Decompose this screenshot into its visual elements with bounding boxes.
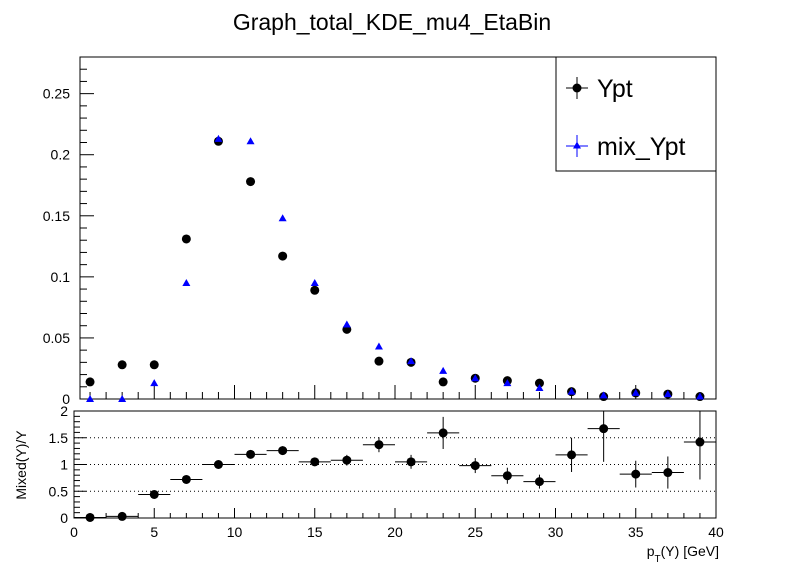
top-y-axis: 0 0.05 0.1 0.15 0.2 0.25 [43, 56, 94, 407]
ratio-point [663, 468, 673, 478]
ratio-point [278, 446, 288, 456]
ypt-point [181, 234, 191, 244]
mix-ypt-point [118, 395, 127, 402]
top-x-ticks [89, 385, 701, 399]
ratio-point [502, 471, 512, 481]
ypt-point [246, 177, 256, 187]
legend-mix-marker [573, 141, 581, 149]
mix-ypt-point [695, 392, 704, 400]
mix-ypt-point [310, 278, 319, 286]
bottom-y-tick-label: 0.5 [49, 483, 69, 499]
mix-ypt-point [182, 278, 191, 286]
bottom-x-tick-label: 35 [628, 524, 644, 540]
ratio-point [85, 512, 95, 522]
bottom-y-tick-label: 1 [60, 457, 68, 473]
bottom-x-tick-label: 15 [307, 524, 323, 540]
ypt-point [149, 360, 159, 370]
ypt-point [85, 377, 95, 387]
ratio-gridlines [74, 437, 716, 492]
ratio-point [342, 455, 352, 465]
ratio-point [149, 489, 159, 499]
ratio-data-points [74, 411, 716, 522]
bottom-y-axis: 0 0.5 1 1.5 2 [49, 403, 86, 526]
mix-ypt-point [214, 134, 223, 142]
ypt-point [278, 251, 288, 261]
ratio-point [567, 450, 577, 460]
ratio-point [438, 428, 448, 438]
bottom-x-tick-label: 10 [227, 524, 243, 540]
y-axis-label: Mixed(Υ)/Υ [13, 430, 29, 500]
bottom-x-tick-label: 5 [150, 524, 158, 540]
bottom-x-axis: 0 5 10 15 20 25 30 35 40 [70, 508, 724, 540]
mix-ypt-point [631, 388, 640, 396]
mix-ypt-point [535, 384, 544, 392]
ratio-point [406, 457, 416, 467]
ratio-point [534, 477, 544, 487]
bottom-x-tick-label: 20 [387, 524, 403, 540]
mix-ypt-point [86, 395, 95, 402]
bottom-x-tick-label: 0 [70, 524, 78, 540]
mix-ypt-point [246, 137, 255, 145]
mix-ypt-point [599, 391, 608, 399]
mix-ypt-point [439, 366, 448, 374]
ypt-point [374, 356, 384, 366]
ratio-point [310, 457, 320, 467]
top-panel: 0 0.05 0.1 0.15 0.2 0.25 [43, 56, 717, 407]
legend-ypt-marker [572, 83, 582, 93]
top-y-tick-label: 0.05 [43, 330, 70, 346]
ypt-point [117, 360, 127, 370]
ratio-point [470, 461, 480, 471]
chart-title: Graph_total_KDE_mu4_EtaBin [233, 9, 551, 35]
ratio-point [631, 469, 641, 479]
top-y-tick-label: 0.15 [43, 208, 70, 224]
mix-ypt-point [503, 379, 512, 387]
top-y-tick-label: 0.1 [51, 269, 71, 285]
top-y-tick-label: 0.25 [43, 86, 70, 102]
ypt-point [438, 377, 448, 387]
ratio-point [117, 511, 127, 521]
mix-ypt-point [342, 320, 351, 328]
ratio-point [213, 460, 223, 469]
ratio-point [181, 474, 191, 484]
ypt-point [310, 285, 320, 295]
ratio-point [695, 437, 705, 447]
mix-ypt-point [567, 387, 576, 395]
bottom-x-tick-label: 25 [467, 524, 483, 540]
legend: Ypt mix_Ypt [555, 56, 717, 172]
x-axis-label: pT(Υ) [GeV] [647, 543, 719, 565]
ratio-point [599, 424, 609, 434]
mix-ypt-point [407, 357, 416, 365]
top-y-tick-label: 0 [62, 391, 70, 407]
legend-ypt-label: Ypt [597, 75, 633, 103]
legend-mix-label: mix_Ypt [597, 133, 686, 161]
mix-ypt-point [663, 390, 672, 398]
ypt-point [534, 378, 544, 388]
bottom-panel: 0 0.5 1 1.5 2 0 5 10 15 20 25 30 35 40 [49, 403, 724, 540]
bottom-y-tick-label: 1.5 [49, 430, 69, 446]
mix-ypt-point [150, 379, 159, 387]
ratio-point [374, 440, 384, 450]
legend-box [555, 56, 717, 172]
mix-ypt-point [471, 374, 480, 382]
top-y-tick-label: 0.2 [51, 147, 71, 163]
bottom-x-tick-label: 40 [708, 524, 724, 540]
ratio-point [246, 449, 256, 459]
mix-ypt-point [278, 214, 287, 222]
bottom-y-tick-label: 2 [60, 403, 68, 419]
top-data-points [85, 134, 705, 402]
mix-ypt-point [374, 342, 383, 350]
bottom-x-tick-label: 30 [548, 524, 564, 540]
bottom-y-tick-label: 0 [60, 510, 68, 526]
